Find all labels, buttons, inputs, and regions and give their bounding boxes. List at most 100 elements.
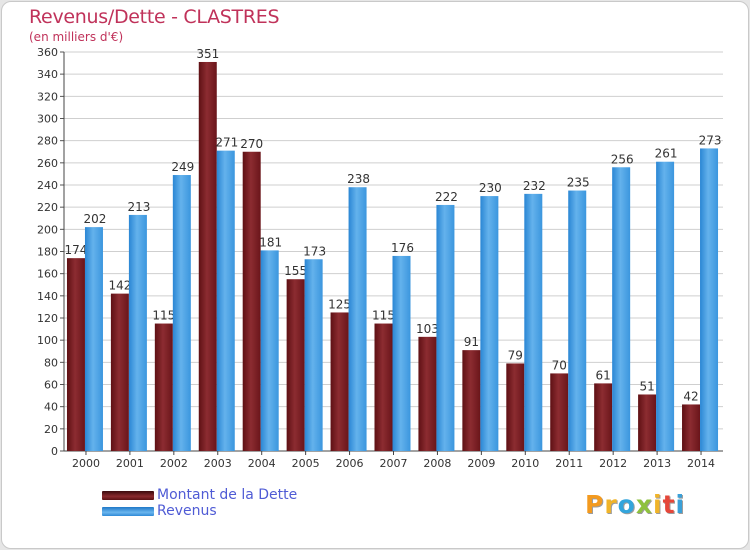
y-tick-label: 320 bbox=[37, 90, 58, 103]
bar-debt bbox=[286, 279, 305, 451]
x-tick-label: 2002 bbox=[160, 457, 188, 470]
data-label-debt: 174 bbox=[65, 243, 88, 257]
x-tick-label: 2004 bbox=[248, 457, 276, 470]
x-tick-label: 2011 bbox=[555, 457, 583, 470]
data-label-revenue: 213 bbox=[127, 200, 150, 214]
bar-revenue bbox=[436, 204, 455, 451]
y-tick-label: 100 bbox=[37, 334, 58, 347]
data-label-revenue: 271 bbox=[215, 136, 238, 150]
data-label-debt: 142 bbox=[108, 279, 131, 293]
x-tick-label: 2013 bbox=[643, 457, 671, 470]
y-tick-label: 280 bbox=[37, 135, 58, 148]
bar-revenue bbox=[524, 193, 543, 451]
bar-revenue bbox=[392, 255, 411, 451]
data-label-debt: 79 bbox=[508, 348, 523, 362]
data-label-debt: 103 bbox=[416, 322, 439, 336]
y-tick-label: 180 bbox=[37, 246, 58, 259]
y-tick-label: 60 bbox=[44, 379, 58, 392]
y-tick-label: 80 bbox=[44, 356, 58, 369]
bar-revenue bbox=[700, 148, 719, 452]
data-label-debt: 51 bbox=[639, 379, 654, 393]
data-label-debt: 351 bbox=[196, 47, 219, 61]
data-label-revenue: 173 bbox=[303, 244, 326, 258]
bar-debt bbox=[110, 293, 129, 451]
data-label-debt: 42 bbox=[683, 389, 698, 403]
chart-title: Revenus/Dette - CLASTRES bbox=[29, 6, 280, 28]
data-label-revenue: 261 bbox=[655, 147, 678, 161]
x-tick-label: 2000 bbox=[72, 457, 100, 470]
data-label-revenue: 176 bbox=[391, 241, 414, 255]
y-tick-label: 240 bbox=[37, 179, 58, 192]
data-label-revenue: 273 bbox=[699, 133, 722, 147]
y-tick-label: 20 bbox=[44, 423, 58, 436]
bar-revenue bbox=[128, 214, 147, 451]
y-tick-label: 140 bbox=[37, 290, 58, 303]
data-label-revenue: 238 bbox=[347, 172, 370, 186]
x-tick-label: 2003 bbox=[204, 457, 232, 470]
y-tick-label: 160 bbox=[37, 268, 58, 281]
bar-debt bbox=[462, 350, 481, 451]
data-label-debt: 115 bbox=[152, 309, 175, 323]
bar-revenue bbox=[260, 250, 279, 451]
bar-debt bbox=[550, 373, 569, 451]
x-tick-label: 2001 bbox=[116, 457, 144, 470]
bar-revenue bbox=[348, 187, 367, 451]
bar-debt bbox=[418, 336, 437, 451]
chart-subtitle: (en milliers d'€) bbox=[29, 30, 124, 44]
bar-debt bbox=[330, 312, 349, 451]
x-tick-label: 2007 bbox=[380, 457, 408, 470]
bar-revenue bbox=[84, 227, 103, 451]
y-tick-label: 300 bbox=[37, 113, 58, 126]
data-label-revenue: 202 bbox=[84, 212, 107, 226]
bar-revenue bbox=[612, 167, 631, 451]
logo-letter: o bbox=[617, 490, 636, 519]
legend-swatch-debt bbox=[102, 491, 154, 500]
y-tick-label: 260 bbox=[37, 157, 58, 170]
y-tick-label: 220 bbox=[37, 201, 58, 214]
x-tick-label: 2014 bbox=[687, 457, 715, 470]
proxiti-logo: Proxiti bbox=[585, 490, 685, 519]
data-label-revenue: 232 bbox=[523, 179, 546, 193]
legend-label-revenue: Revenus bbox=[157, 503, 217, 519]
logo-letter: i bbox=[675, 490, 686, 519]
x-tick-label: 2012 bbox=[599, 457, 627, 470]
logo-letter: x bbox=[635, 490, 653, 519]
data-label-debt: 125 bbox=[328, 297, 351, 311]
logo-letter: r bbox=[604, 490, 618, 519]
bar-revenue bbox=[568, 190, 587, 451]
bar-debt bbox=[242, 151, 261, 451]
logo-letter: P bbox=[585, 490, 605, 519]
y-tick-label: 360 bbox=[37, 46, 58, 59]
data-label-revenue: 256 bbox=[611, 152, 634, 166]
bar-revenue bbox=[480, 196, 499, 451]
data-label-debt: 270 bbox=[240, 137, 263, 151]
data-label-revenue: 230 bbox=[479, 181, 502, 195]
data-label-debt: 70 bbox=[552, 358, 567, 372]
bar-debt bbox=[198, 61, 217, 451]
logo-letter: t bbox=[662, 490, 676, 519]
bar-revenue bbox=[304, 259, 323, 451]
bar-debt bbox=[66, 258, 85, 451]
data-label-revenue: 235 bbox=[567, 176, 590, 190]
legend-swatch-revenue bbox=[102, 507, 154, 516]
y-tick-label: 200 bbox=[37, 223, 58, 236]
y-tick-label: 40 bbox=[44, 401, 58, 414]
bar-debt bbox=[506, 363, 525, 451]
data-label-debt: 115 bbox=[372, 309, 395, 323]
y-tick-label: 0 bbox=[51, 445, 58, 458]
bar-debt bbox=[374, 323, 393, 451]
y-tick-label: 120 bbox=[37, 312, 58, 325]
bar-revenue bbox=[172, 175, 191, 451]
data-label-debt: 61 bbox=[596, 368, 611, 382]
bar-debt bbox=[154, 323, 173, 451]
bar-debt bbox=[638, 394, 657, 451]
logo-letter: i bbox=[653, 490, 663, 519]
data-label-revenue: 249 bbox=[171, 160, 194, 174]
data-label-revenue: 181 bbox=[259, 235, 282, 249]
x-tick-label: 2005 bbox=[292, 457, 320, 470]
data-label-revenue: 222 bbox=[435, 190, 458, 204]
y-tick-label: 340 bbox=[37, 68, 58, 81]
x-tick-label: 2010 bbox=[511, 457, 539, 470]
